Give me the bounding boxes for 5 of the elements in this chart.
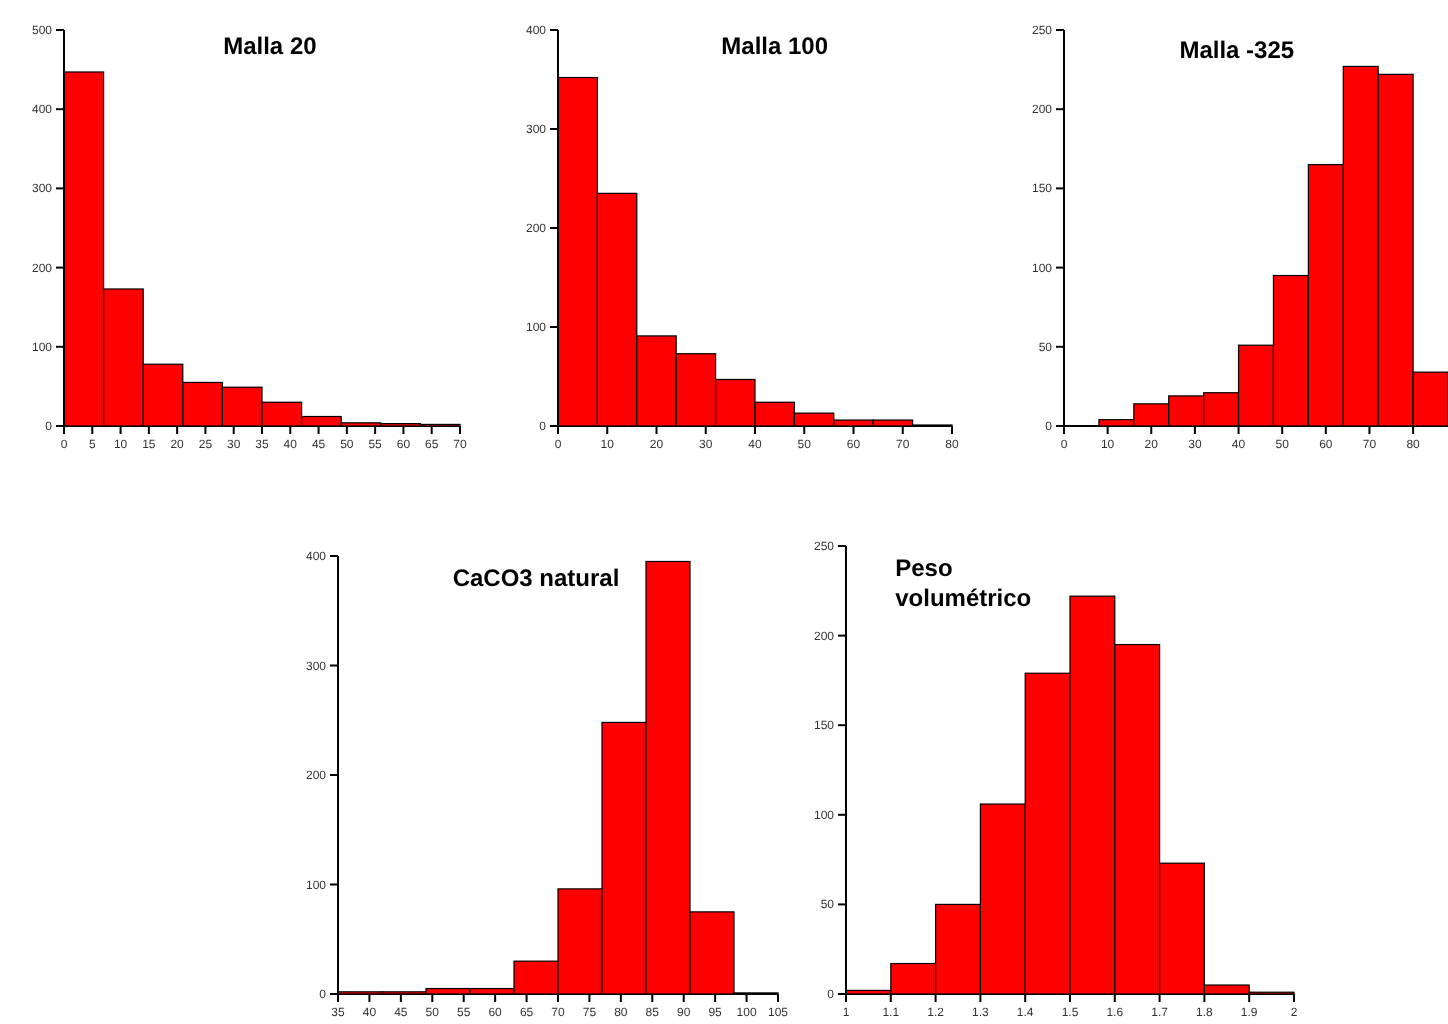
- chart-title: Malla 20: [223, 32, 318, 60]
- text: Peso volumétrico: [895, 554, 1032, 612]
- chart-title: CaCO3 natural: [452, 564, 620, 592]
- chart-title: Malla -325: [1179, 36, 1295, 64]
- chart-title: Malla 100: [721, 32, 829, 60]
